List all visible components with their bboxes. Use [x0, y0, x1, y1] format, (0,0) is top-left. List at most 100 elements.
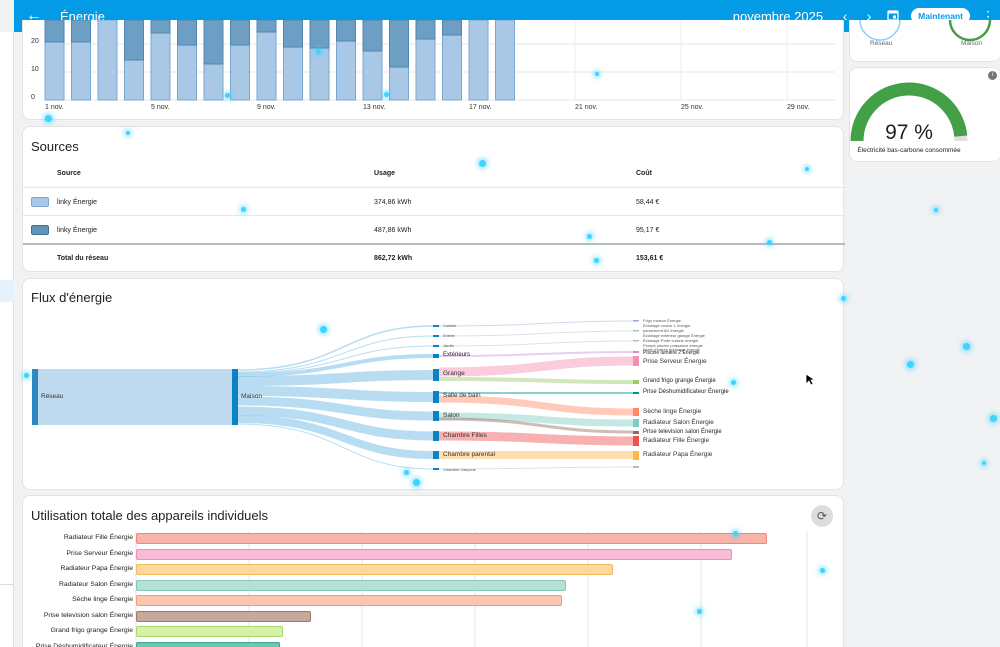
touch-indicator-dot — [320, 326, 327, 333]
usage-bar-label: Prise television salon Énergie — [43, 611, 133, 619]
touch-indicator-dot — [316, 49, 321, 54]
overflow-menu-icon[interactable]: ⋮ — [981, 7, 995, 24]
sankey-node-home — [232, 369, 238, 425]
chart-bar-segment — [230, 20, 250, 46]
chart-bar — [97, 20, 118, 101]
chart-bar-segment — [283, 20, 303, 48]
touch-indicator-dot — [805, 167, 809, 171]
touch-indicator-dot — [733, 531, 738, 536]
chart-bar-segment — [177, 20, 197, 46]
sankey-label-room: Salon — [443, 412, 460, 419]
home-label: Maison — [961, 40, 982, 47]
usage-bar[interactable] — [136, 533, 767, 544]
total-usage: 862,72 kWh — [374, 255, 413, 262]
refresh-icon[interactable]: ⟳ — [811, 505, 833, 527]
touch-indicator-dot — [982, 461, 986, 465]
next-period-icon[interactable]: › — [866, 8, 872, 24]
column-header-source: Source — [57, 170, 81, 177]
sankey-label-device: Sèche linge Énergie — [643, 408, 702, 415]
sankey-label-device: Prise television salon Énergie — [643, 429, 722, 435]
low-carbon-gauge — [850, 82, 968, 142]
energy-bar-chart — [44, 20, 835, 101]
usage-bar[interactable] — [136, 595, 562, 606]
x-tick: 21 nov. — [575, 104, 598, 111]
usage-bar-label: Prise Serveur Énergie — [66, 549, 134, 557]
touch-indicator-dot — [587, 234, 592, 239]
total-label: Total du réseau — [57, 255, 109, 262]
sankey-node-grid — [32, 369, 38, 425]
usage-bar[interactable] — [136, 626, 284, 637]
touch-indicator-dot — [595, 72, 599, 76]
source-color-swatch — [31, 197, 49, 207]
chart-bar-segment — [389, 20, 409, 68]
x-tick: 13 nov. — [363, 104, 386, 111]
sankey-label-grid: Réseau — [41, 393, 64, 400]
y-tick: 20 — [31, 38, 39, 45]
chart-bar — [150, 20, 171, 101]
touch-indicator-dot — [126, 131, 130, 135]
device-usage-card: Utilisation totale des appareils individ… — [22, 495, 844, 647]
chart-bar-segment — [336, 20, 356, 42]
distribution-circles — [859, 20, 992, 42]
sankey-label-room: Cuisine — [443, 323, 457, 328]
column-header-usage: Usage — [374, 170, 396, 177]
chart-bar-segment — [44, 20, 65, 43]
sankey-label-device: Prise Serveur Énergie — [643, 358, 707, 365]
sankey-label-room: Chambre parental — [443, 451, 496, 458]
y-tick: 0 — [31, 94, 35, 101]
chart-bar — [442, 20, 462, 101]
sidebar-selected-item[interactable] — [0, 280, 14, 302]
chart-bar — [468, 20, 489, 101]
chart-bar — [495, 20, 515, 101]
energy-distribution-card: Réseau Maison — [849, 20, 1000, 62]
usage-bar[interactable] — [136, 564, 614, 575]
back-arrow-icon[interactable]: ← — [26, 7, 42, 24]
touch-indicator-dot — [594, 258, 599, 263]
source-name: linky Énergie — [57, 199, 98, 206]
x-tick: 25 nov. — [681, 104, 704, 111]
x-tick: 1 nov. — [45, 104, 64, 111]
sankey-label-device: Éclairage extérieur garage Énergie — [643, 333, 705, 338]
x-tick: 5 nov. — [151, 104, 170, 111]
touch-indicator-dot — [384, 92, 389, 97]
column-header-cost: Coût — [636, 170, 652, 177]
sankey-label-room: Chambre Filles — [443, 432, 487, 439]
usage-bar[interactable] — [136, 610, 312, 622]
touch-indicator-dot — [841, 296, 846, 301]
sankey-label-device: Éclairage couloir 1 énergie — [643, 323, 691, 328]
chart-bar-segment — [309, 20, 330, 49]
sankey-label-device: Frigo maison Énergie — [643, 318, 682, 323]
chart-bar — [415, 20, 436, 101]
touch-indicator-dot — [963, 343, 970, 350]
touch-indicator-dot — [820, 568, 825, 573]
info-icon[interactable]: i — [988, 71, 997, 80]
chart-bar-segment — [203, 20, 224, 65]
touch-indicator-dot — [225, 93, 230, 98]
low-carbon-gauge-card: i 97 % Électricité bas-carbone consommée — [849, 67, 1000, 162]
touch-indicator-dot — [697, 609, 702, 614]
energy-usage-chart-card: 20 10 0 1 nov. 5 nov. 9 nov. 13 nov. 17 … — [22, 20, 844, 120]
usage-bar[interactable] — [136, 548, 733, 560]
x-tick: 29 nov. — [787, 104, 810, 111]
source-name: linky Énergie — [57, 227, 98, 234]
y-tick: 10 — [31, 66, 39, 73]
usage-title: Utilisation totale des appareils individ… — [31, 508, 269, 523]
touch-indicator-dot — [45, 115, 52, 122]
usage-bar-label: Radiateur Fille Énergie — [63, 534, 133, 541]
usage-bar-label: Sèche linge Énergie — [72, 596, 133, 603]
usage-bar[interactable] — [136, 579, 566, 591]
sidebar-divider — [0, 584, 14, 585]
source-color-swatch — [31, 225, 49, 235]
source-usage: 374,86 kWh — [374, 199, 412, 206]
touch-indicator-dot — [731, 380, 736, 385]
sankey-label-device: Radiateur Salon Énergie — [643, 419, 714, 426]
sankey-label-device: pansement AU énergie — [643, 328, 684, 333]
sankey-label-room: Extérieurs — [443, 352, 471, 358]
usage-bar-label: Radiateur Salon Énergie — [58, 580, 133, 588]
x-tick: 9 nov. — [257, 104, 276, 111]
previous-period-icon[interactable]: ‹ — [842, 8, 848, 24]
sankey-label-room: Entrée — [443, 333, 455, 338]
usage-bar[interactable] — [136, 641, 281, 647]
touch-indicator-dot — [934, 208, 938, 212]
chart-bar-segment — [415, 20, 436, 40]
